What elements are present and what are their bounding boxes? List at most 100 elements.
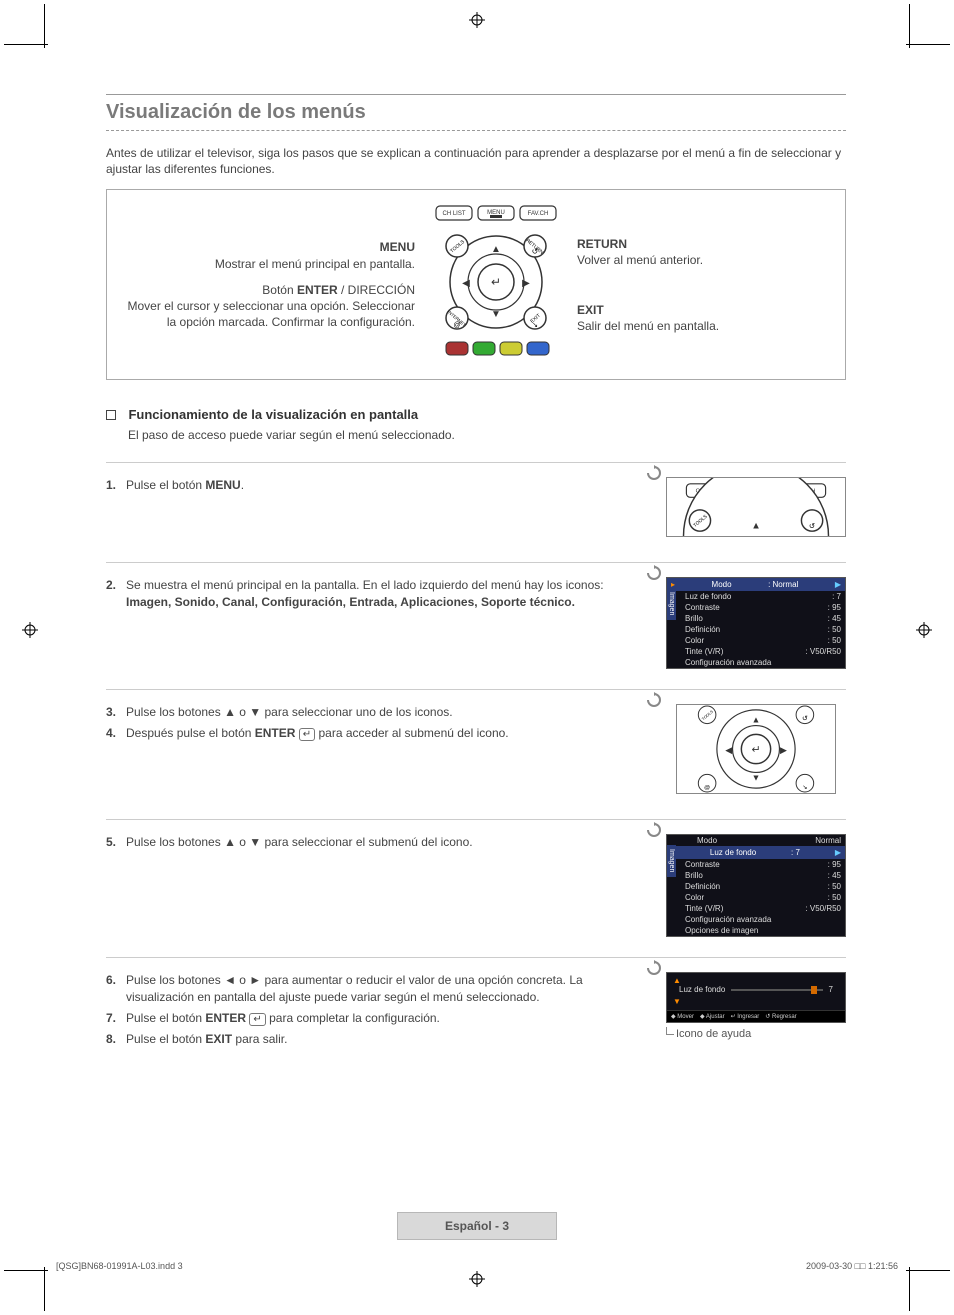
step-body: Pulse los botones ▲ o ▼ para seleccionar… xyxy=(126,834,642,851)
slider-label: Luz de fondo xyxy=(679,985,725,994)
remote-left-labels: MENU Mostrar el menú principal en pantal… xyxy=(125,239,415,330)
step-num: 4. xyxy=(106,725,126,742)
step-body: Pulse los botones ▲ o ▼ para seleccionar… xyxy=(126,704,642,721)
page-footer: Español - 3 xyxy=(397,1212,557,1240)
crop-mark xyxy=(906,44,950,45)
section-title: Funcionamiento de la visualización en pa… xyxy=(128,407,418,422)
registration-mark-icon xyxy=(916,622,932,638)
step-6-8: 6. Pulse los botones ◄ o ► para aumentar… xyxy=(106,957,846,1051)
svg-text:↺: ↺ xyxy=(802,716,808,723)
return-desc: Volver al menú anterior. xyxy=(577,252,807,268)
svg-text:▲: ▲ xyxy=(751,521,761,532)
page: Visualización de los menús Antes de util… xyxy=(0,0,954,1315)
crop-mark xyxy=(909,4,910,48)
step-fig: Imagen ▸ Modo : Normal ▶ Luz de fondo: 7… xyxy=(666,577,846,669)
enter-prefix: Botón xyxy=(262,283,297,297)
page-title: Visualización de los menús xyxy=(106,97,846,131)
intro-text: Antes de utilizar el televisor, siga los… xyxy=(106,145,846,177)
enter-icon: ↵ xyxy=(249,1013,265,1026)
chlist-button-label: CH LIST xyxy=(442,211,465,217)
step-body: Se muestra el menú principal en la panta… xyxy=(126,577,642,611)
step-2: 2. Se muestra el menú principal en la pa… xyxy=(106,562,846,669)
step-num: 2. xyxy=(106,577,126,611)
enter-icon: ↵ xyxy=(491,275,501,289)
step-fig: ↵ ▲ ▼ ◀ ▶ TOOLS ↺ @ ↘ xyxy=(666,704,846,799)
indd-meta: [QSG]BN68-01991A-L03.indd 3 2009-03-30 □… xyxy=(56,1261,898,1271)
step-fig: Imagen Modo Normal ▸ Luz de fondo : 7 ▶ … xyxy=(666,834,846,937)
indd-timestamp: 2009-03-30 □□ 1:21:56 xyxy=(806,1261,898,1271)
svg-text:▼: ▼ xyxy=(491,309,501,320)
remote-diagram-box: MENU Mostrar el menú principal en pantal… xyxy=(106,189,846,380)
enter-icon: ↵ xyxy=(299,728,315,741)
crop-mark xyxy=(4,1270,48,1271)
remote-illustration: CH LIST MENU FAV.CH ↵ ▲ ▼ ◀ ▶ xyxy=(431,202,561,367)
crop-mark xyxy=(44,4,45,48)
menu-label: MENU xyxy=(380,240,415,254)
enter-suffix: / DIRECCIÓN xyxy=(338,283,415,297)
rotate-icon xyxy=(646,465,662,486)
registration-mark-icon xyxy=(469,12,485,28)
side-tab: Imagen xyxy=(667,845,676,876)
content: Visualización de los menús Antes de util… xyxy=(106,94,846,1052)
remote-right-labels: RETURN Volver al menú anterior. EXIT Sal… xyxy=(577,236,807,335)
svg-text:↺: ↺ xyxy=(809,522,816,531)
section-heading: Funcionamiento de la visualización en pa… xyxy=(106,406,846,424)
crop-mark xyxy=(44,1267,45,1311)
help-icon-callout: Icono de ayuda xyxy=(666,1027,846,1040)
rotate-icon xyxy=(646,692,662,713)
rotate-icon xyxy=(646,565,662,586)
registration-mark-icon xyxy=(22,622,38,638)
step-num: 6. xyxy=(106,972,126,1006)
svg-text:▶: ▶ xyxy=(780,745,787,755)
slider-value: 7 xyxy=(829,985,833,994)
step-5: 5. Pulse los botones ▲ o ▼ para seleccio… xyxy=(106,819,846,937)
step-num: 8. xyxy=(106,1031,126,1048)
crop-mark xyxy=(4,44,48,45)
indd-file: [QSG]BN68-01991A-L03.indd 3 xyxy=(56,1261,183,1271)
step-num: 1. xyxy=(106,477,126,494)
rule xyxy=(106,94,846,95)
side-tab: Imagen xyxy=(667,588,676,619)
section-sub: El paso de acceso puede variar según el … xyxy=(128,428,846,442)
exit-label-text: EXIT xyxy=(577,303,604,317)
svg-text:@: @ xyxy=(453,322,460,329)
menu-screenshot-a: Imagen ▸ Modo : Normal ▶ Luz de fondo: 7… xyxy=(666,577,846,669)
step-body: Pulse el botón EXIT para salir. xyxy=(126,1031,642,1048)
step-body: Después pulse el botón ENTER ↵ para acce… xyxy=(126,725,642,742)
svg-text:↺: ↺ xyxy=(532,247,539,256)
step-body: Pulse los botones ◄ o ► para aumentar o … xyxy=(126,972,642,1006)
svg-text:▲: ▲ xyxy=(491,244,501,255)
crop-mark xyxy=(906,1270,950,1271)
svg-text:@: @ xyxy=(704,785,710,791)
slider-screenshot: ▲ Luz de fondo 7 ▼ ◆ Mover ◆ Ajustar ↵ I… xyxy=(666,972,846,1023)
slider-bar xyxy=(731,989,822,991)
menu-desc: Mostrar el menú principal en pantalla. xyxy=(125,256,415,272)
svg-text:▼: ▼ xyxy=(752,773,761,783)
step-num: 3. xyxy=(106,704,126,721)
enter-desc: Mover el cursor y seleccionar una opción… xyxy=(125,298,415,330)
step-fig: ▲ Luz de fondo 7 ▼ ◆ Mover ◆ Ajustar ↵ I… xyxy=(666,972,846,1040)
svg-text:↵: ↵ xyxy=(751,744,760,756)
svg-text:▲: ▲ xyxy=(752,715,761,725)
svg-text:◀: ◀ xyxy=(725,745,732,755)
svg-text:↘: ↘ xyxy=(802,785,807,791)
favch-button-label: FAV.CH xyxy=(528,211,549,217)
rotate-icon xyxy=(646,822,662,843)
return-label-text: RETURN xyxy=(577,237,627,251)
step-num: 5. xyxy=(106,834,126,851)
menu-screenshot-b: Imagen Modo Normal ▸ Luz de fondo : 7 ▶ … xyxy=(666,834,846,937)
svg-text:▶: ▶ xyxy=(522,278,530,289)
registration-mark-icon xyxy=(469,1271,485,1287)
step-body: Pulse el botón ENTER ↵ para completar la… xyxy=(126,1010,642,1027)
svg-text:◀: ◀ xyxy=(462,278,470,289)
step-num: 7. xyxy=(106,1010,126,1027)
svg-text:↘: ↘ xyxy=(532,322,538,329)
square-bullet-icon xyxy=(106,410,116,420)
exit-desc: Salir del menú en pantalla. xyxy=(577,318,807,334)
rotate-icon xyxy=(646,960,662,981)
step-fig: CH LIST MENU FAV.CH ▲ TOOLS ↺ xyxy=(666,477,846,542)
step-1: 1. Pulse el botón MENU. CH LIST MENU xyxy=(106,462,846,542)
enter-label: ENTER xyxy=(297,283,338,297)
step-3-4: 3. Pulse los botones ▲ o ▼ para seleccio… xyxy=(106,689,846,799)
crop-mark xyxy=(909,1267,910,1311)
